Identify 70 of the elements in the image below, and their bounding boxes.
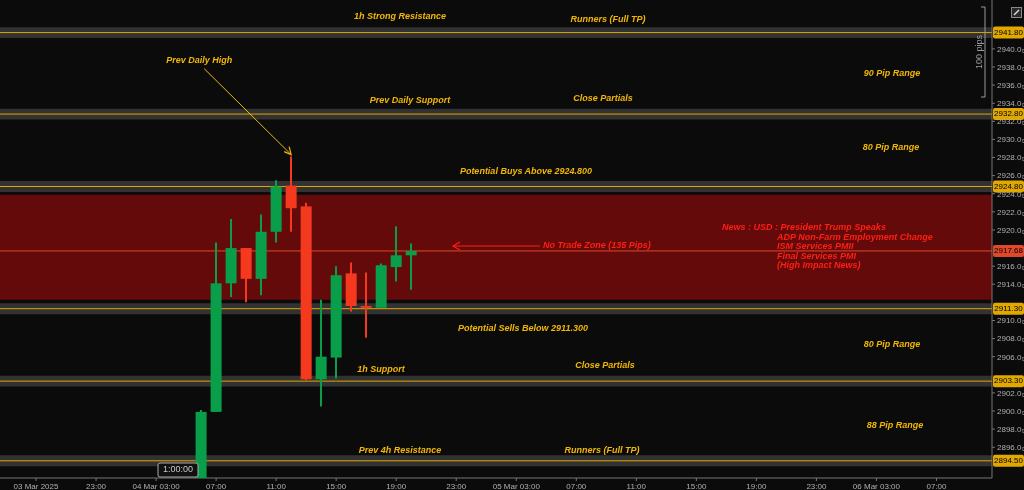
x-tick-label: 07:00 [566, 481, 587, 490]
annotation: No Trade Zone (135 Pips) [543, 240, 651, 251]
annotation: Potential Buys Above 2924.800 [459, 166, 593, 177]
annotation: News : USD : President Trump Speaks [722, 222, 886, 233]
x-tick-label: 23:00 [446, 481, 467, 490]
x-tick-label: 06 Mar 03:00 [852, 481, 901, 490]
annotation: Final Services PMI [777, 251, 857, 262]
annotation: Potential Sells Below 2911.300 [458, 323, 588, 334]
annotation: (High Impact News) [777, 260, 861, 271]
x-tick-label: 19:00 [746, 481, 767, 490]
x-tick-label: 23:00 [86, 481, 107, 490]
y-tick-label: 2920.0₀ [997, 225, 1024, 235]
annotation: Prev Daily Support [369, 95, 452, 106]
annotation: ADP Non-Farm Employment Change [776, 232, 933, 243]
y-tick-label: 2928.0₀ [997, 153, 1024, 163]
annotation: ISM Services PMII [777, 241, 855, 252]
ref-line-label: 2941.80 [994, 27, 1024, 37]
x-tick-label: 07:00 [926, 481, 948, 490]
y-tick-label: 2930.0₀ [997, 135, 1024, 145]
y-tick-label: 2900.0₀ [997, 406, 1024, 416]
annotation: 80 Pip Range [863, 339, 921, 350]
candlestick [360, 271, 372, 339]
x-tick-label: 04 Mar 03:00 [132, 481, 181, 490]
candlestick [285, 155, 297, 233]
annotation: Close Partials [575, 360, 635, 371]
annotation: 90 Pip Range [863, 68, 921, 79]
y-tick-label: 2916.0₀ [997, 262, 1024, 271]
annotation: Runners (Full TP) [570, 14, 646, 25]
annotation: Close Partials [573, 93, 633, 104]
y-tick-label: 2906.0₀ [997, 352, 1024, 362]
y-tick-label: 2898.0₀ [997, 424, 1024, 434]
x-tick-label: 15:00 [326, 481, 347, 490]
candlestick [315, 298, 327, 408]
annotation: Runners (Full TP) [564, 445, 640, 456]
annotation: Prev Daily High [166, 54, 233, 65]
annotation: 1h Strong Resistance [353, 11, 447, 22]
y-tick-label: 2932.0₀ [997, 117, 1024, 127]
ref-line-label: 2903.30 [994, 376, 1024, 386]
x-tick-label: 23:00 [806, 481, 827, 490]
y-tick-label: 2902.0₀ [997, 388, 1024, 398]
candlestick [390, 225, 402, 283]
x-tick-label: 15:00 [686, 481, 707, 490]
annotation: 100 pips [974, 34, 985, 70]
annotation: 1:00:00 [162, 464, 194, 475]
candlestick [405, 242, 417, 291]
ref-line-label: 2924.80 [994, 181, 1024, 191]
ref-line-label: 2894.50 [994, 455, 1024, 465]
x-tick-label: 11:00 [266, 481, 287, 490]
annotation: 88 Pip Range [866, 420, 924, 431]
x-tick-label: 19:00 [386, 481, 407, 490]
x-tick-label: 11:00 [626, 481, 647, 490]
annotation: Prev 4h Resistance [358, 445, 442, 456]
y-tick-label: 2926.0₀ [997, 171, 1024, 181]
y-tick-label: 2914.0₀ [997, 280, 1024, 290]
y-tick-label: 2910.0₀ [997, 316, 1024, 326]
y-tick-label: 2936.0₀ [997, 80, 1024, 90]
y-tick-label: 2940.0₀ [997, 44, 1024, 54]
y-tick-label: 2908.0₀ [997, 334, 1024, 344]
y-tick-label: 2938.0₀ [997, 62, 1024, 72]
y-tick-label: 2896.0₀ [997, 443, 1024, 453]
y-tick-label: 2934.0₀ [997, 99, 1024, 109]
annotation: 80 Pip Range [862, 142, 920, 153]
y-tick-label: 2922.0₀ [997, 207, 1024, 217]
ref-line-label: 2911.30 [994, 303, 1024, 313]
ref-line-label: 2932.80 [994, 109, 1024, 119]
ref-line-label: 2917.68 [994, 246, 1024, 256]
annotation: 1h Support [357, 364, 406, 375]
x-tick-label: 07:00 [206, 481, 227, 490]
x-tick-label: 05 Mar 03:00 [492, 481, 541, 490]
x-tick-label: 03 Mar 2025 [13, 481, 60, 490]
